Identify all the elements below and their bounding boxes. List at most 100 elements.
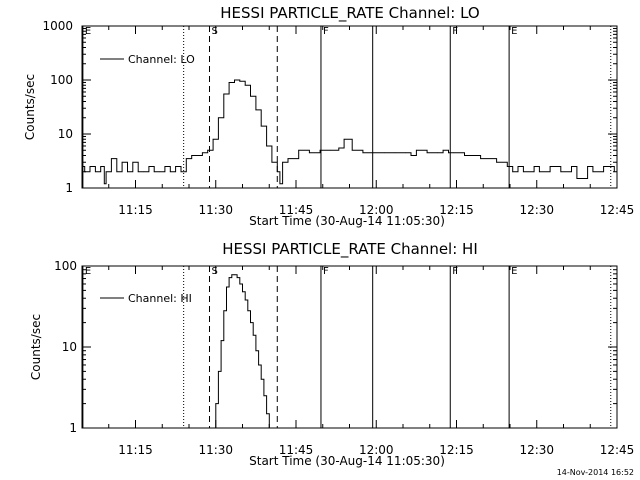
panel-lo-data-point [153,171,155,173]
panel-lo-data-point [169,171,171,173]
panel-hi-data-point [258,364,259,366]
panel-hi-data-point [250,322,251,324]
panel-lo-data-point [603,166,605,167]
panel-lo-data-point [89,166,91,167]
panel-lo-xlabel: Start Time (30-Aug-14 11:05:30) [249,214,445,228]
panel-hi-data-point [236,277,238,278]
panel-lo-data-point [175,166,177,167]
panel-lo-xtick-label: 12:00 [359,203,394,217]
panel-hi-ytick-label: 1 [69,421,77,435]
panel-lo-ytick-label: 10 [58,127,73,141]
panel-hi-data-point [218,370,219,372]
panel-lo-data-point [127,171,128,173]
panel-lo-data-point [271,161,273,163]
panel-lo-xtick-label: 11:45 [279,203,314,217]
panel-lo-xtick-label: 12:15 [439,203,474,217]
panel-hi-ylabel: Counts/sec [29,314,43,380]
panel-lo-data-point [496,161,498,163]
panel-hi-marker-label: E [85,266,91,277]
panel-lo-xtick-label: 11:15 [118,203,153,217]
panel-lo-data-point [362,152,364,154]
panel-lo-data-point [266,145,267,147]
panel-hi-data-point [247,310,249,312]
panel-hi-data-point [268,427,270,429]
panel-lo-data-point [394,152,396,154]
panel-lo-data-point [343,138,345,140]
panel-lo-marker-label: E [85,26,91,37]
panel-lo-data-point [539,171,540,173]
panel-lo-data-point [180,171,182,173]
panel-hi-data-point [220,340,222,341]
panel-hi-data-point [228,277,230,278]
panel-lo-data-point [453,152,455,154]
panel-lo-data-point [522,171,524,173]
panel-lo-data-point [373,152,374,154]
panel-hi-xtick-label: 12:15 [439,443,474,457]
panel-lo-data-point [185,158,187,160]
panel-lo-data-point [228,82,230,83]
panel-lo-data-point [94,171,96,173]
panel-lo-marker-label: E [511,26,517,37]
panel-lo-data-point [201,152,203,154]
panel-hi-marker-label: F [323,266,329,277]
panel-hi-data-point [266,413,267,415]
panel-lo-data-point [415,149,417,151]
panel-hi-title: HESSI PARTICLE_RATE Channel: HI [222,240,478,259]
panel-lo-data-point [148,166,150,167]
panel-lo-data-point [212,138,214,140]
panel-lo-data-point [255,109,257,111]
panel-hi-xtick-label: 12:30 [519,443,554,457]
panel-lo-data-point [111,158,112,160]
panel-lo-data-point [164,166,166,167]
panel-hi-xtick-label: 12:00 [359,443,394,457]
panel-lo-data-point [405,152,407,154]
panel-hi-data-point [263,395,265,397]
panel-lo-data-point [239,80,241,82]
panel-hi-legend-label: Channel: HI [128,292,192,305]
panel-lo-data-point [196,155,198,156]
panel-hi-data-point [231,274,233,276]
panel-lo-xtick-label: 12:30 [519,203,554,217]
panel-lo-data-point [549,166,551,167]
panel-lo-data-point [260,125,262,127]
panel-lo-data-point [517,166,519,167]
panel-lo-data-point [512,171,514,173]
panel-lo-data-point [282,161,284,163]
panel-lo-data-point [159,171,160,173]
panel-lo-data-point [576,178,578,179]
panel-lo-data-point [613,171,615,173]
panel-hi-data-point [223,310,225,312]
panel-lo-data-point [81,166,83,167]
panel-hi-data-point [255,350,257,352]
panel-lo-data-point [464,155,465,156]
panel-lo-data-point [480,158,481,160]
panel-lo-data-point [132,161,134,163]
panel-lo-data-point [191,155,193,156]
panel-lo-ytick-label: 100 [50,73,73,87]
panel-hi-xtick-label: 11:45 [279,443,314,457]
panel-hi-data-point [226,286,227,288]
panel-lo-data-point [442,149,444,151]
panel-lo-data-point [84,171,86,173]
panel-lo-data-point [383,152,385,154]
panel-lo-legend-label: Channel: LO [128,53,195,66]
panel-lo-data-point [250,95,251,97]
panel-hi-ytick-label: 100 [54,259,77,273]
panel-hi-data-point [260,378,262,380]
panel-hi-marker-label: F [452,266,458,277]
panel-lo-marker-label: F [323,26,329,37]
panel-hi-data-point [252,334,254,336]
panel-lo-marker-label: F [452,26,458,37]
panel-lo-data-point [592,171,594,173]
panel-lo-data-point [105,171,107,173]
panel-hi-data-point [239,283,241,285]
panel-lo-data-point [276,171,278,173]
panel-hi-data-point [212,427,214,429]
panel-lo-ylabel: Counts/sec [23,74,37,140]
panel-hi-series-line [213,274,270,429]
panel-hi-data-point [244,299,246,301]
panel-lo-data-point [410,155,412,156]
panel-lo-data-point [137,171,139,173]
panel-lo-data-point [330,149,332,151]
